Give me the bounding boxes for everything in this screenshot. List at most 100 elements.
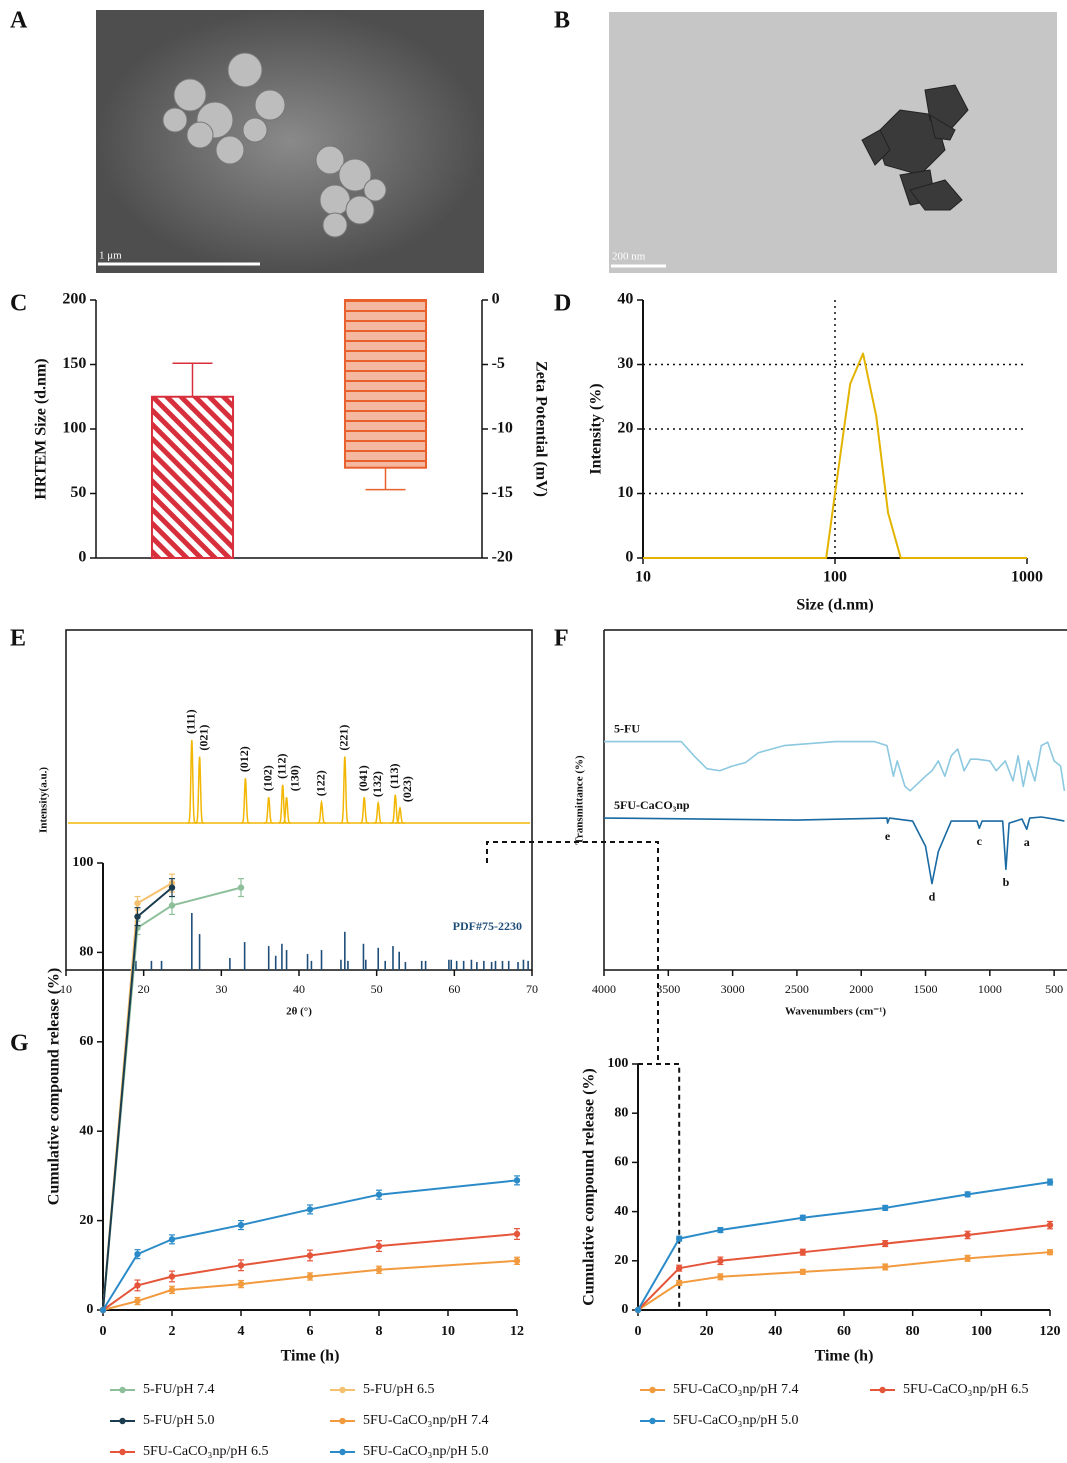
marker [676, 1264, 683, 1272]
error-bar [172, 362, 213, 397]
marker [964, 1191, 971, 1198]
y-tick-label: 40 [617, 291, 633, 308]
marker [513, 1257, 521, 1265]
marker [634, 1306, 642, 1314]
x-tick-label: 1000 [978, 982, 1002, 996]
marker [799, 1214, 806, 1221]
marker [134, 900, 141, 907]
sem-image [96, 10, 484, 273]
marker [168, 1273, 176, 1280]
marker [237, 1280, 245, 1288]
peak [340, 756, 350, 824]
y-tick-label: -10 [492, 420, 513, 437]
x-axis-label: Wavenumbers (cm⁻¹) [785, 1006, 886, 1018]
series-line [102, 1233, 518, 1311]
marker [168, 902, 176, 909]
band-label: c [977, 834, 983, 848]
marker [799, 1268, 806, 1276]
y-axis-label: Intensity (%) [588, 383, 605, 474]
y-tick-label: 40 [79, 1123, 93, 1138]
legend-marker [339, 1417, 346, 1425]
legend-entry: 5FU-CaCO₃np/pH 7.4 [640, 1382, 798, 1397]
y-tick-label: 80 [614, 1105, 628, 1120]
x-tick-label: 40 [293, 982, 305, 996]
peak-label: (102) [260, 765, 274, 791]
x-tick-label: 3500 [656, 982, 680, 996]
x-tick-label: 60 [448, 982, 460, 996]
y-tick-label: 100 [62, 420, 86, 437]
peak [187, 739, 197, 824]
peak [240, 778, 251, 824]
series-line [643, 352, 1027, 559]
marker [306, 1252, 314, 1259]
y-tick-label: 10 [617, 484, 633, 501]
y-tick-label: -20 [492, 549, 513, 566]
reference-name: PDF#75-2230 [453, 919, 522, 933]
marker [717, 1257, 724, 1265]
x-axis-label: Time (h) [281, 1348, 340, 1365]
peak [194, 756, 205, 824]
marker [168, 1236, 176, 1243]
marker [237, 1221, 245, 1229]
x-tick-label: 2 [169, 1324, 176, 1339]
x-tick-label: 10 [635, 569, 651, 586]
legend-entry: 5FU-CaCO₃np/pH 6.5 [110, 1444, 268, 1459]
peak [359, 797, 369, 824]
tem-image [609, 12, 1057, 273]
peak [281, 797, 292, 824]
marker [882, 1240, 889, 1247]
y-tick-label: 30 [617, 355, 633, 372]
legend-label: 5FU-CaCO₃np/pH 6.5 [143, 1444, 268, 1459]
x-tick-label: 100 [823, 569, 847, 586]
marker [375, 1242, 383, 1250]
marker [513, 1177, 521, 1184]
image-a: 1 μm A [10, 8, 484, 273]
x-tick-label: 2500 [785, 982, 809, 996]
peak-label: (112) [274, 753, 288, 778]
peak [373, 800, 383, 824]
y-axis-label: Intensity(a.u.) [38, 767, 50, 833]
y-tick-label: 50 [70, 484, 86, 501]
scale-label: 1 μm [99, 250, 122, 262]
peak [395, 805, 405, 824]
band-label: e [885, 829, 891, 843]
x-tick-label: 500 [1045, 982, 1063, 996]
y-tick-label: 0 [621, 1302, 628, 1317]
panel-letter: F [554, 626, 569, 652]
peak-label: (111) [184, 709, 198, 734]
peak [390, 794, 400, 824]
marker [1046, 1178, 1054, 1186]
x-axis-label: 2θ (°) [286, 1006, 312, 1018]
particles [861, 84, 969, 211]
peak-label: (122) [313, 770, 327, 796]
y-tick-label: 100 [607, 1056, 628, 1071]
y-tick-label: 40 [614, 1204, 628, 1219]
marker [1046, 1221, 1054, 1229]
x-axis-label: Size (d.nm) [796, 597, 873, 614]
peak-label: (113) [387, 763, 401, 788]
legend-label: 5-FU/pH 7.4 [143, 1382, 215, 1397]
peak-label: (021) [197, 725, 211, 751]
zoom-box [637, 1063, 681, 1311]
y-tick-label: 0 [625, 549, 633, 566]
x-tick-label: 20 [700, 1324, 714, 1339]
series-line [102, 882, 173, 1311]
y-axis-label: Cumulative compound release (%) [46, 968, 63, 1205]
error-bar [365, 467, 406, 491]
x-tick-label: 0 [100, 1324, 107, 1339]
x-tick-label: 0 [635, 1324, 642, 1339]
x-tick-label: 1500 [914, 982, 938, 996]
legend-entry: 5FU-CaCO₃np/pH 5.0 [640, 1413, 798, 1428]
y-tick-label: -5 [492, 355, 505, 372]
panel-letter: E [10, 626, 26, 652]
x-tick-label: 10 [60, 982, 72, 996]
legend-marker [119, 1417, 126, 1425]
marker [237, 884, 245, 891]
legend-entry: 5-FU/pH 6.5 [330, 1382, 435, 1397]
legend-marker [649, 1386, 656, 1394]
legend-marker [649, 1417, 656, 1425]
x-tick-label: 4 [238, 1324, 245, 1339]
bar [343, 299, 428, 469]
x-tick-label: 100 [971, 1324, 992, 1339]
zoom-connector [486, 841, 659, 1064]
